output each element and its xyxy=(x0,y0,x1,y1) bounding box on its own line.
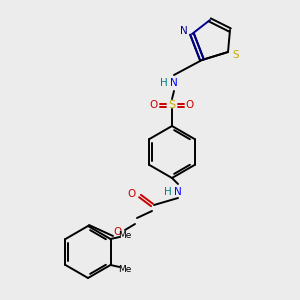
Text: Me: Me xyxy=(118,230,131,239)
Text: S: S xyxy=(233,50,239,60)
Text: N: N xyxy=(170,78,178,88)
Text: O: O xyxy=(128,189,136,199)
Text: O: O xyxy=(186,100,194,110)
Text: H: H xyxy=(160,78,168,88)
Text: O: O xyxy=(114,227,122,237)
Text: H: H xyxy=(164,187,172,197)
Text: S: S xyxy=(168,100,175,110)
Text: Me: Me xyxy=(118,265,131,274)
Text: O: O xyxy=(150,100,158,110)
Text: N: N xyxy=(174,187,182,197)
Text: N: N xyxy=(180,26,188,36)
